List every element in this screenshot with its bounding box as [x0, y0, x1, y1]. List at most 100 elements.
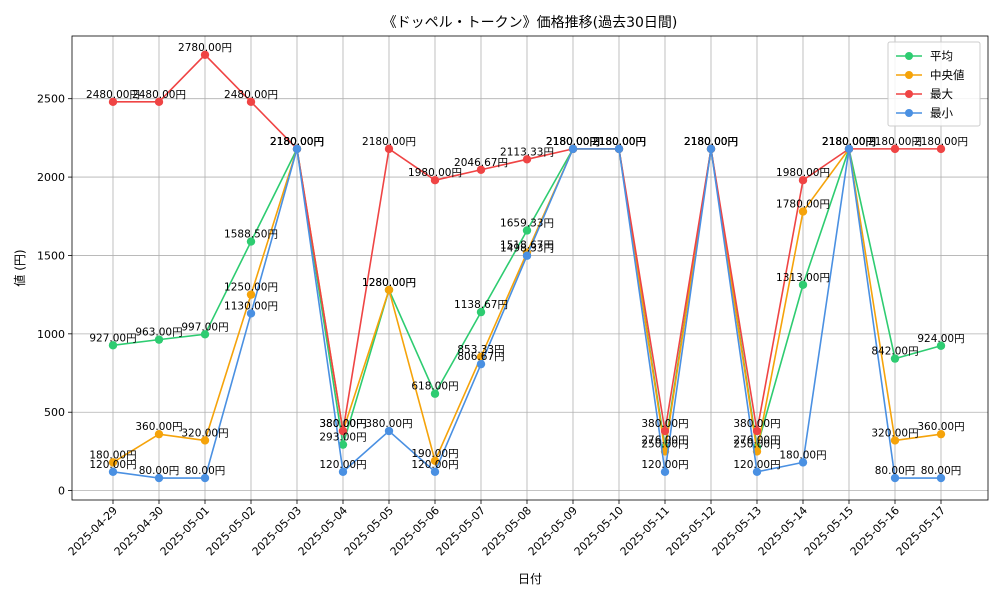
data-label: 2180.00円 — [270, 136, 324, 148]
data-point — [890, 354, 900, 363]
data-point — [430, 467, 440, 476]
data-label: 963.00円 — [135, 327, 182, 339]
x-tick-label: 2025-05-17 — [894, 504, 948, 558]
data-label: 250.00円 — [641, 438, 688, 450]
legend-item: 最大 — [896, 87, 953, 101]
data-label: 853.33円 — [457, 344, 504, 356]
data-label: 2180.00円 — [684, 136, 738, 148]
data-point — [890, 473, 900, 483]
data-point — [430, 176, 440, 185]
data-label: 1518.67円 — [500, 240, 554, 252]
data-point — [200, 436, 210, 445]
y-tick-label: 2000 — [37, 171, 65, 184]
data-label: 1659.33円 — [500, 217, 554, 229]
data-point — [384, 426, 394, 436]
data-point — [338, 426, 348, 436]
data-label: 2180.00円 — [546, 136, 600, 148]
data-point — [384, 144, 394, 154]
data-label: 2180.00円 — [362, 136, 416, 148]
data-point — [200, 50, 210, 60]
data-label: 380.00円 — [641, 418, 688, 430]
chart-title: 《ドッペル・トークン》価格推移(過去30日間) — [383, 15, 678, 31]
data-point — [384, 285, 394, 295]
data-point — [246, 309, 256, 318]
data-point — [200, 330, 210, 339]
data-label: 380.00円 — [319, 418, 366, 430]
data-label: 276.00円 — [733, 434, 780, 446]
data-label: 2180.00円 — [868, 136, 922, 148]
legend-label: 中央値 — [930, 68, 965, 82]
data-label: 320.00円 — [181, 427, 228, 439]
data-point — [798, 458, 808, 467]
data-label: 2180.00円 — [592, 136, 646, 148]
y-tick-label: 1000 — [37, 328, 65, 341]
data-point — [936, 473, 946, 483]
legend-label: 最大 — [930, 87, 953, 101]
data-point — [338, 440, 348, 449]
data-point — [108, 458, 118, 467]
data-label: 250.00円 — [733, 438, 780, 450]
data-label: 2180.00円 — [546, 136, 600, 148]
data-label: 1138.67円 — [454, 299, 508, 311]
data-label: 293.00円 — [319, 432, 366, 444]
data-label: 120.00円 — [89, 459, 136, 471]
data-label: 190.00円 — [411, 448, 458, 460]
data-point — [338, 467, 348, 476]
data-point — [706, 144, 716, 154]
legend-item: 中央値 — [896, 68, 965, 82]
data-label: 1980.00円 — [408, 167, 462, 179]
data-label: 320.00円 — [871, 427, 918, 439]
data-label: 2780.00円 — [178, 42, 232, 54]
data-label: 380.00円 — [319, 418, 366, 430]
data-point — [522, 251, 532, 260]
legend-label: 平均 — [930, 49, 953, 63]
data-point — [292, 144, 302, 154]
data-label: 2180.00円 — [914, 136, 968, 148]
data-label: 360.00円 — [917, 421, 964, 433]
data-point — [660, 426, 670, 436]
data-point — [200, 473, 210, 483]
data-label: 1980.00円 — [776, 167, 830, 179]
data-point — [752, 467, 762, 476]
data-point — [890, 144, 900, 154]
data-label: 2480.00円 — [224, 89, 278, 101]
data-label: 380.00円 — [733, 418, 780, 430]
data-point — [108, 97, 118, 107]
data-label: 618.00円 — [411, 381, 458, 393]
legend-marker — [905, 90, 913, 98]
y-tick-label: 2500 — [37, 93, 65, 106]
data-label: 2180.00円 — [822, 136, 876, 148]
data-label: 924.00円 — [917, 333, 964, 345]
data-point — [476, 359, 486, 369]
data-label: 997.00円 — [181, 321, 228, 333]
data-point — [246, 290, 256, 299]
y-tick-label: 0 — [58, 485, 65, 498]
data-label: 1588.50円 — [224, 229, 278, 241]
series-3 — [108, 144, 946, 483]
data-label: 2113.33円 — [500, 146, 554, 158]
data-label: 2180.00円 — [822, 136, 876, 148]
legend-marker — [905, 109, 913, 117]
data-point — [430, 389, 440, 398]
data-point — [890, 436, 900, 445]
data-point — [430, 456, 440, 466]
data-point — [660, 467, 670, 476]
data-label: 120.00円 — [733, 459, 780, 471]
data-label: 1498.33円 — [500, 243, 554, 255]
data-point — [108, 467, 118, 476]
series — [108, 50, 946, 483]
data-point — [936, 144, 946, 154]
data-point — [476, 307, 486, 317]
data-point — [844, 144, 854, 154]
legend-marker — [905, 71, 913, 79]
data-point — [936, 341, 946, 350]
x-axis-label: 日付 — [518, 572, 542, 586]
data-point — [798, 207, 808, 216]
data-point — [522, 226, 532, 235]
data-label: 1280.00円 — [362, 277, 416, 289]
data-point — [568, 144, 578, 154]
plot-frame — [71, 35, 989, 501]
data-label: 2046.67円 — [454, 157, 508, 169]
